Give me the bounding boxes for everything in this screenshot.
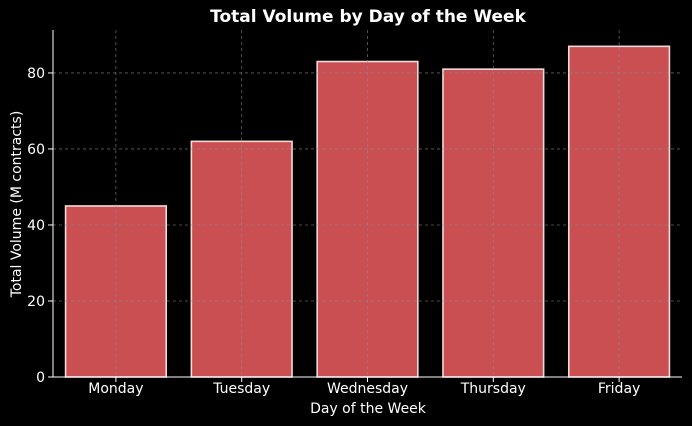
- y-axis-label: Total Volume (M contracts): [9, 111, 25, 299]
- y-tick-label: 80: [27, 66, 45, 82]
- x-axis-ticks: Monday Tuesday Wednesday Thursday Friday: [88, 377, 640, 397]
- x-axis-label: Day of the Week: [310, 401, 427, 417]
- y-tick-label: 60: [27, 142, 45, 158]
- bar-monday: [64, 205, 168, 378]
- x-tick-label: Wednesday: [327, 381, 408, 397]
- y-tick-label: 0: [36, 370, 45, 386]
- x-tick-label: Thursday: [460, 381, 526, 397]
- x-tick-label: Tuesday: [212, 381, 270, 397]
- x-tick-label: Friday: [598, 381, 640, 397]
- x-tick-label: Monday: [88, 381, 143, 397]
- y-tick-label: 20: [27, 294, 45, 310]
- y-tick-label: 40: [27, 218, 45, 234]
- chart-title: Total Volume by Day of the Week: [210, 7, 526, 27]
- y-axis-ticks: 0 20 40 60 80: [27, 66, 53, 386]
